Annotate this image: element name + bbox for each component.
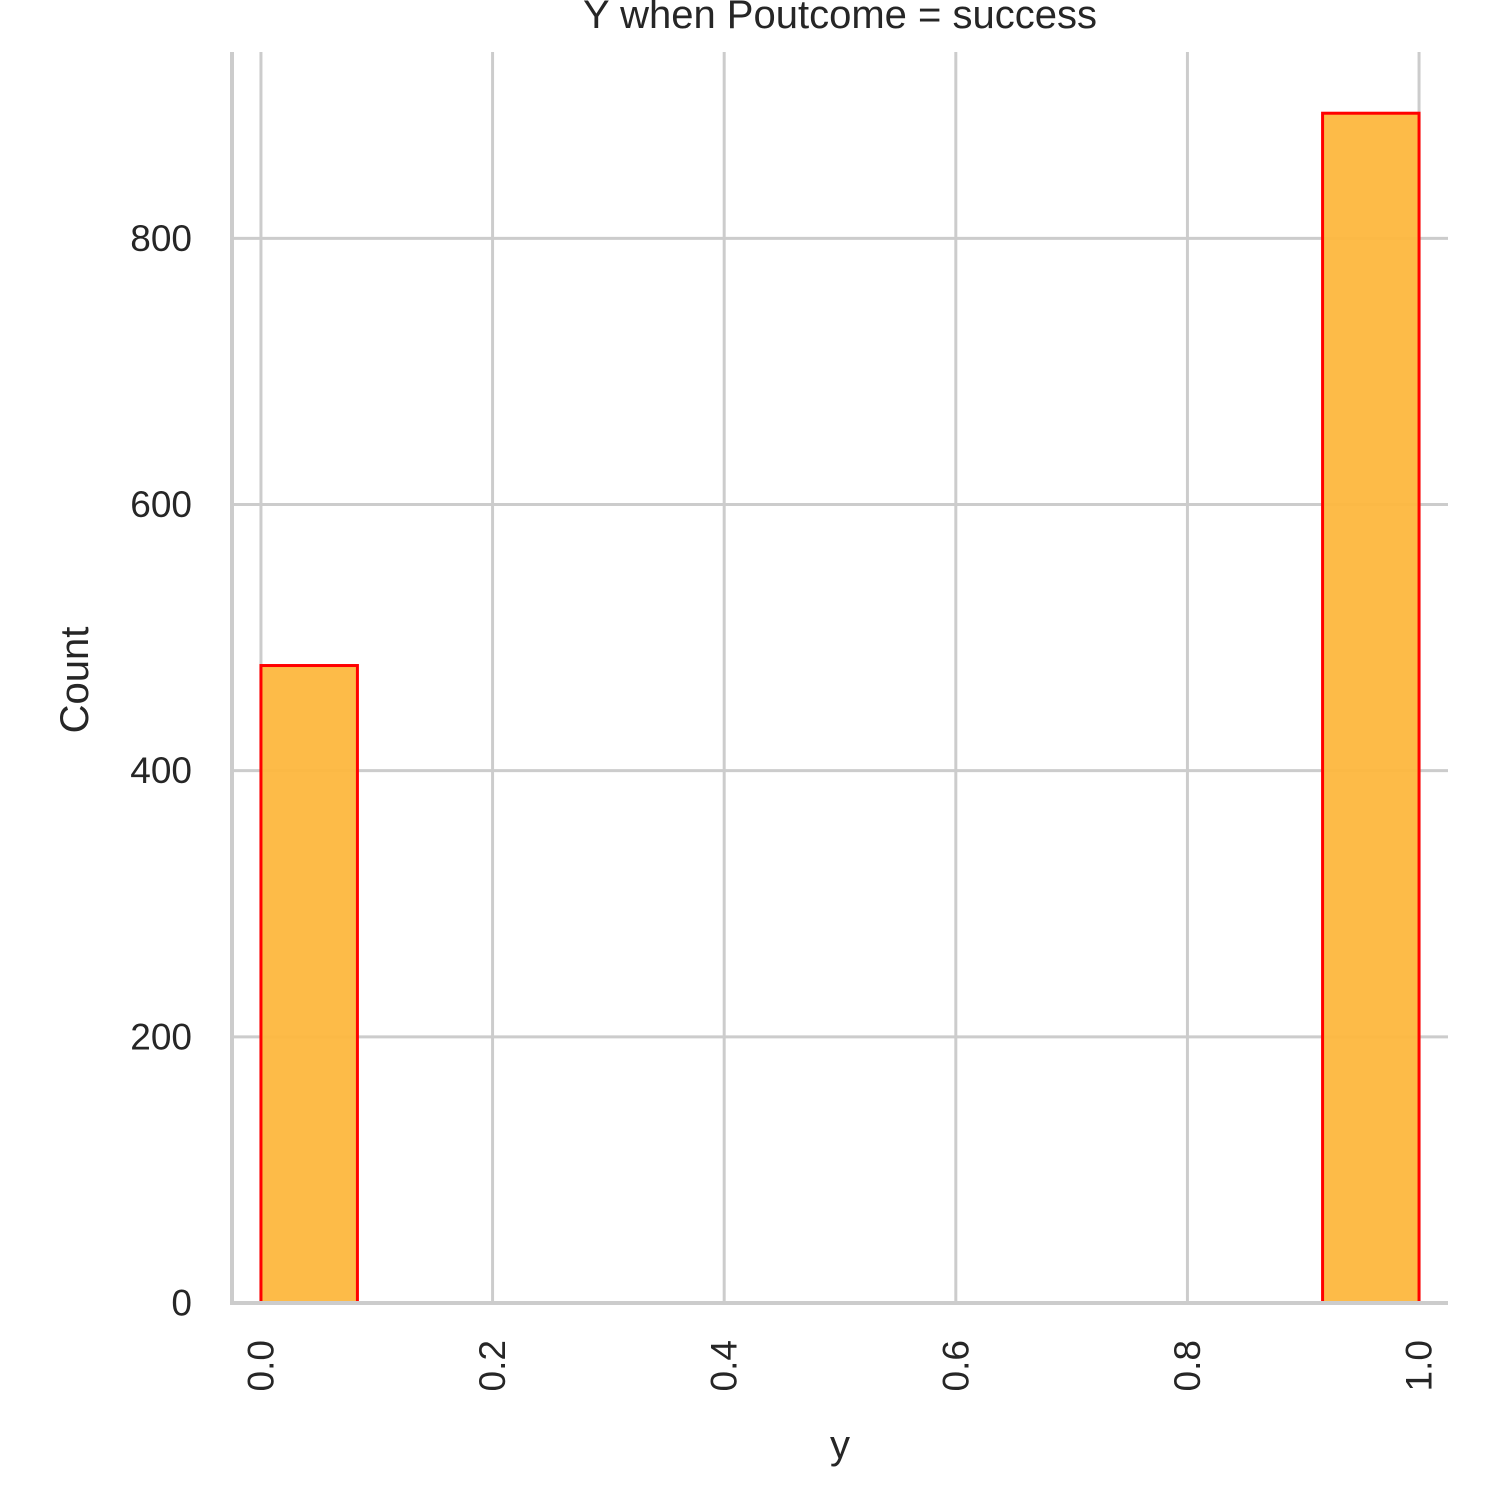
x-tick-label: 0.8 (1167, 1340, 1208, 1391)
histogram-bar (1321, 111, 1421, 1305)
x-tick-label: 0.0 (240, 1340, 281, 1391)
y-tick-label: 800 (130, 218, 192, 259)
y-tick-label: 200 (130, 1016, 192, 1057)
x-tick-label: 0.4 (704, 1340, 745, 1391)
x-axis-label: y (830, 1423, 850, 1467)
x-tick-label: 0.6 (935, 1340, 976, 1391)
x-tick-label: 0.2 (472, 1340, 513, 1391)
y-axis-label: Count (53, 627, 97, 734)
axis-spines (230, 52, 1448, 1305)
bars (259, 111, 1421, 1305)
y-tick-label: 400 (130, 750, 192, 791)
y-tick-label: 0 (171, 1283, 192, 1324)
chart-title: Y when Poutcome = success (583, 0, 1097, 37)
grid-lines (232, 52, 1448, 1303)
histogram-bar (259, 664, 359, 1305)
y-tick-label: 600 (130, 484, 192, 525)
tick-labels: 0.0 0.2 0.4 0.6 0.8 1.0 0 200 400 600 800 (130, 218, 1439, 1392)
x-tick-label: 1.0 (1399, 1340, 1440, 1391)
